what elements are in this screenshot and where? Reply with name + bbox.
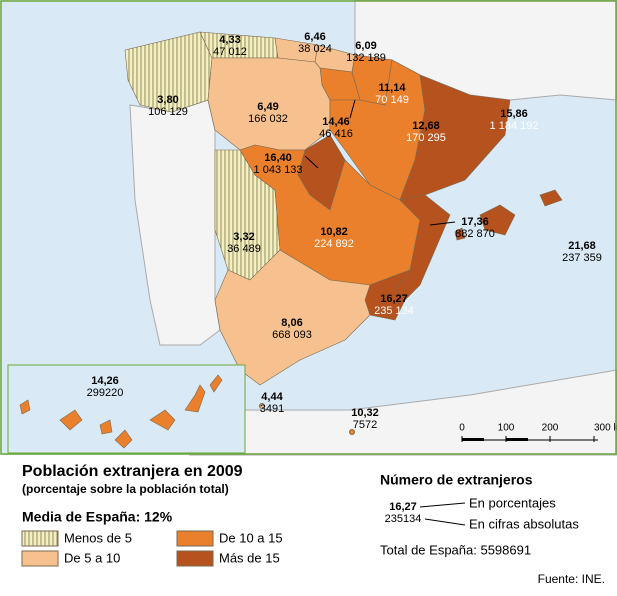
key-pct-label: En porcentajes	[469, 495, 556, 510]
region	[394, 194, 451, 301]
region	[184, 384, 206, 413]
region	[209, 374, 223, 393]
region-pct: 14,46	[322, 116, 350, 128]
key-count-label: En cifras absolutas	[469, 516, 579, 531]
legend-swatch	[21, 550, 59, 567]
region	[207, 57, 331, 151]
region-pct: 16,27	[380, 293, 408, 305]
region-pct: 6,46	[304, 31, 325, 43]
region-count: 70 149	[375, 94, 409, 106]
key-sample-pct: 16,27	[389, 501, 417, 513]
region-count: 7572	[353, 419, 377, 431]
region	[59, 409, 83, 431]
region	[239, 144, 421, 286]
region-count: 3491	[260, 403, 284, 415]
legend-label: Menos de 5	[64, 530, 132, 545]
scale-label: 200	[542, 423, 559, 434]
region-pct: 8,06	[281, 317, 302, 329]
leader-line	[349, 99, 356, 119]
region-pct: 10,82	[320, 226, 348, 238]
legend-label: De 5 a 10	[64, 550, 120, 565]
region-count: 38 024	[298, 43, 332, 55]
region-pct: 17,36	[461, 216, 489, 228]
legend-swatch	[176, 550, 214, 567]
region-pct: 3,80	[157, 94, 178, 106]
region-count: 170 295	[406, 132, 446, 144]
region-pct: 15,86	[500, 108, 528, 120]
legend-swatch	[176, 530, 214, 547]
legend-label: De 10 a 15	[219, 530, 283, 545]
region-count: 235 134	[374, 305, 414, 317]
region-count: 46 416	[319, 128, 353, 140]
region-count: 1 043 133	[254, 164, 303, 176]
region-count: 47 012	[213, 46, 247, 58]
scale-label: 300 km	[594, 423, 617, 434]
region	[99, 419, 113, 435]
region-count: 132 189	[346, 52, 386, 64]
region-pct: 21,68	[568, 240, 596, 252]
region	[399, 74, 511, 201]
region-count: 237 359	[562, 252, 602, 264]
region-count: 224 892	[314, 238, 354, 250]
region-pct: 4,44	[261, 391, 283, 403]
region-pct: 16,40	[264, 152, 292, 164]
key-total: Total de España: 5598691	[380, 542, 531, 557]
region-count: 106 129	[148, 106, 188, 118]
melilla	[349, 429, 355, 435]
region-pct: 6,49	[257, 101, 278, 113]
region	[454, 227, 466, 241]
region-pct: 4,33	[219, 34, 240, 46]
legend-swatch	[21, 530, 59, 547]
region	[149, 409, 176, 431]
legend-title: Población extranjera en 2009	[22, 463, 243, 480]
key-sample-count: 235134	[385, 513, 422, 525]
key-line	[419, 502, 466, 508]
region-count: 299220	[87, 387, 124, 399]
frame	[0, 0, 617, 455]
region-pct: 6,09	[355, 40, 376, 52]
region-count: 668 093	[272, 329, 312, 341]
ceuta	[259, 403, 265, 409]
legend-label: Más de 15	[219, 550, 280, 565]
region-pct: 11,14	[379, 82, 407, 94]
source: Fuente: INE.	[538, 572, 605, 586]
region	[479, 204, 516, 236]
region-pct: 3,32	[233, 231, 254, 243]
legend-mean: Media de España: 12%	[22, 509, 173, 525]
region-count: 166 032	[248, 113, 288, 125]
region-pct: 14,26	[91, 375, 119, 387]
region	[214, 249, 371, 386]
key-title: Número de extranjeros	[380, 472, 533, 488]
scale-label: 100	[498, 423, 515, 434]
region-count: 36 489	[227, 243, 261, 255]
leader-line	[304, 155, 319, 169]
scale-label: 0	[459, 423, 465, 434]
legend-subtitle: (porcentaje sobre la población total)	[22, 482, 229, 496]
region-count: 1 184 192	[490, 120, 539, 132]
region	[114, 429, 133, 449]
scale-bar	[462, 438, 598, 441]
leader-line	[429, 221, 456, 226]
region-pct: 10,32	[351, 407, 379, 419]
region-count: 882 870	[455, 228, 495, 240]
region	[19, 399, 31, 415]
key-line	[424, 518, 466, 526]
region	[539, 189, 563, 207]
region-pct: 12,68	[412, 120, 440, 132]
